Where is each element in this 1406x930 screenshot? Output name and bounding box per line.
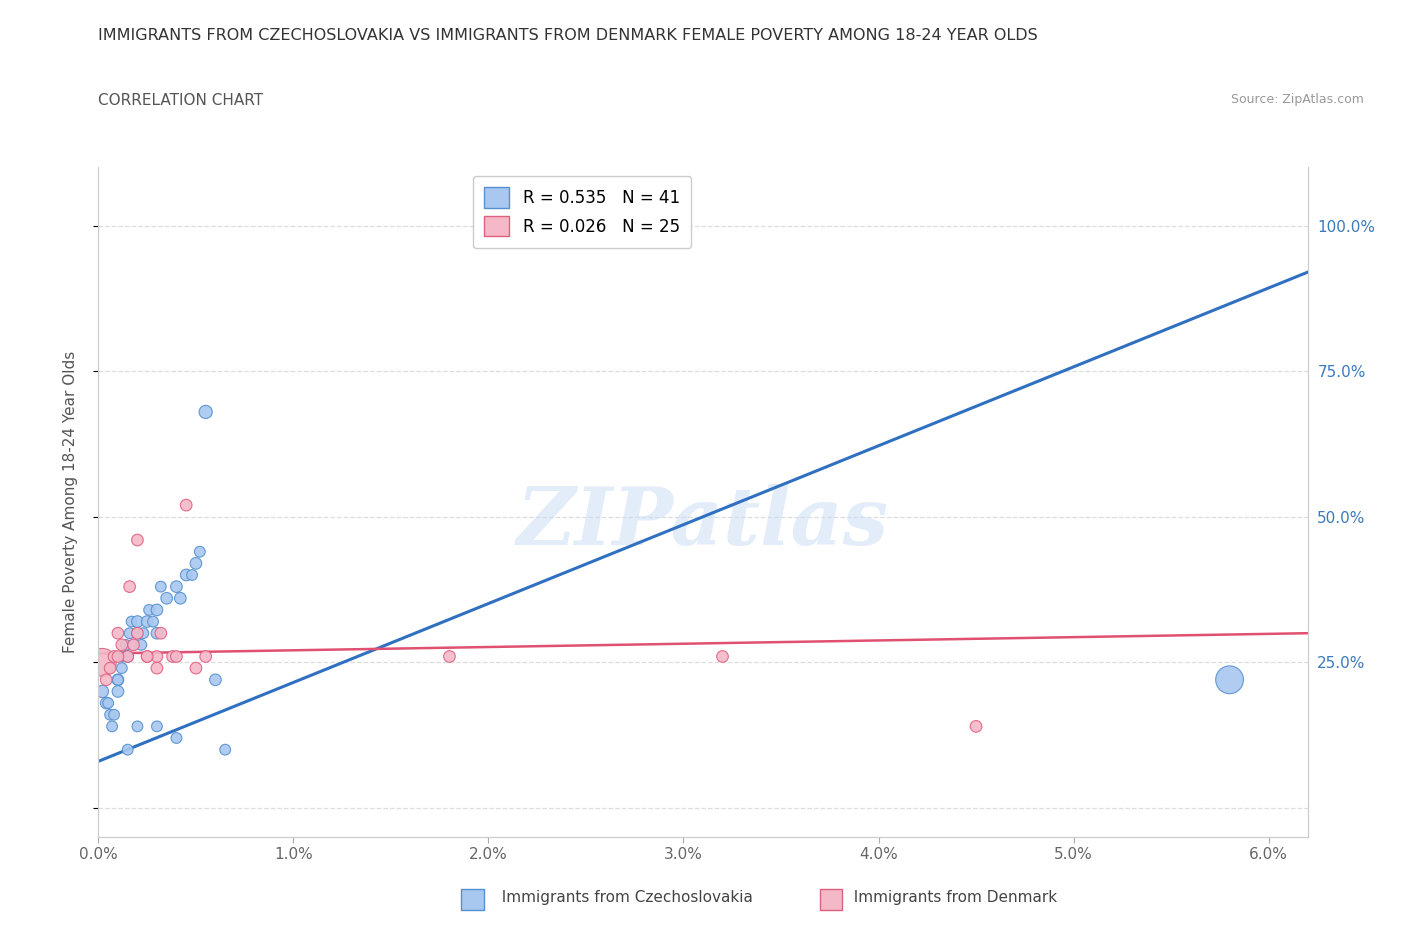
Point [149,579,172,594]
Point [118,626,141,641]
Point [114,637,136,652]
Point [149,626,172,641]
Point [214,742,236,757]
Point [132,626,155,641]
Point [136,649,159,664]
Point [146,603,169,618]
Point [146,626,169,641]
Point [107,649,129,664]
Point [117,649,139,664]
Point [165,731,187,746]
Text: IMMIGRANTS FROM CZECHOSLOVAKIA VS IMMIGRANTS FROM DENMARK FEMALE POVERTY AMONG 1: IMMIGRANTS FROM CZECHOSLOVAKIA VS IMMIGR… [98,28,1038,43]
Point [146,649,169,664]
Point [127,533,149,548]
Point [91,684,114,698]
Point [96,672,118,687]
Point [101,719,124,734]
Point [103,649,125,664]
Point [111,660,134,675]
Point [194,649,217,664]
Legend: R = 0.535   N = 41, R = 0.026   N = 25: R = 0.535 N = 41, R = 0.026 N = 25 [472,176,692,248]
Point [136,649,159,664]
Text: Immigrants from Denmark: Immigrants from Denmark [844,890,1057,905]
Point [711,649,734,664]
Point [1219,672,1241,687]
Point [194,405,217,419]
Point [96,696,118,711]
Point [131,637,153,652]
Point [107,684,129,698]
Point [204,672,226,687]
Point [184,556,207,571]
Point [439,649,461,664]
Point [181,567,204,582]
Point [118,579,141,594]
Point [111,637,134,652]
Point [107,626,129,641]
Point [103,708,125,723]
Point [146,719,169,734]
Point [98,660,121,675]
Point [97,696,120,711]
Point [91,655,114,670]
Text: CORRELATION CHART: CORRELATION CHART [98,93,263,108]
Point [138,603,160,618]
Point [142,614,165,629]
Point [117,649,139,664]
Point [107,672,129,687]
Text: Source: ZipAtlas.com: Source: ZipAtlas.com [1230,93,1364,106]
Point [127,626,149,641]
Point [117,742,139,757]
Point [146,660,169,675]
Point [165,579,187,594]
Point [965,719,987,734]
Text: Immigrants from Czechoslovakia: Immigrants from Czechoslovakia [492,890,754,905]
Point [165,649,187,664]
Point [169,591,191,605]
Point [112,649,135,664]
Point [127,614,149,629]
Text: ZIPatlas: ZIPatlas [517,484,889,561]
Point [188,544,211,559]
Point [121,614,143,629]
Point [107,672,129,687]
Point [184,660,207,675]
Point [162,649,184,664]
Point [122,637,145,652]
Point [98,708,121,723]
Point [127,626,149,641]
Y-axis label: Female Poverty Among 18-24 Year Olds: Female Poverty Among 18-24 Year Olds [63,352,77,654]
Point [136,614,159,629]
Point [156,591,179,605]
Point [174,567,197,582]
Point [122,637,145,652]
Point [174,498,197,512]
Point [127,719,149,734]
